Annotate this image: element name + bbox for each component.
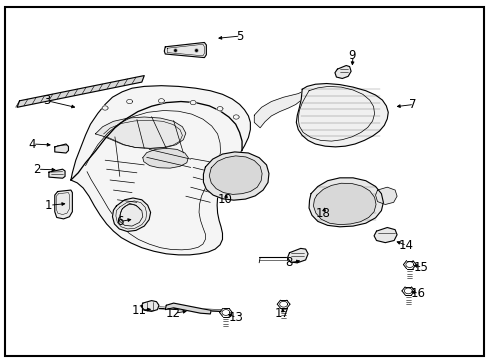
Polygon shape [296,84,387,147]
Polygon shape [55,190,72,219]
Polygon shape [233,115,239,119]
Polygon shape [203,152,268,200]
Polygon shape [112,198,150,231]
Polygon shape [373,228,396,243]
Text: 6: 6 [116,215,123,228]
Text: 18: 18 [315,207,329,220]
Text: 10: 10 [217,193,232,206]
Polygon shape [313,183,375,225]
Text: 1: 1 [45,199,53,212]
Polygon shape [158,99,164,103]
Polygon shape [95,117,185,148]
Polygon shape [190,100,196,105]
Polygon shape [141,301,159,311]
Polygon shape [308,178,383,227]
Text: 17: 17 [274,307,289,320]
Text: 2: 2 [33,163,41,176]
Text: 11: 11 [132,304,146,317]
Polygon shape [164,42,206,58]
Text: 16: 16 [410,287,425,300]
Text: 4: 4 [28,138,36,150]
Polygon shape [165,303,211,314]
Polygon shape [334,66,350,78]
Text: 3: 3 [42,94,50,107]
Text: 12: 12 [166,307,181,320]
Polygon shape [49,169,65,178]
Polygon shape [222,310,229,315]
Polygon shape [102,106,108,110]
Polygon shape [55,144,68,153]
Text: 13: 13 [228,311,243,324]
Polygon shape [375,187,396,204]
Polygon shape [71,86,250,255]
Text: 9: 9 [347,49,355,62]
Text: 7: 7 [408,98,416,111]
Polygon shape [254,90,305,128]
Polygon shape [142,148,188,168]
Polygon shape [217,107,223,111]
Polygon shape [279,301,287,307]
Text: 8: 8 [284,256,292,269]
Text: 15: 15 [413,261,428,274]
Text: 5: 5 [235,30,243,42]
Polygon shape [287,248,307,263]
Text: 14: 14 [398,239,412,252]
Polygon shape [404,288,411,294]
Polygon shape [405,262,413,267]
Polygon shape [120,203,142,226]
Polygon shape [209,156,262,194]
Polygon shape [126,99,132,104]
Polygon shape [17,76,144,107]
